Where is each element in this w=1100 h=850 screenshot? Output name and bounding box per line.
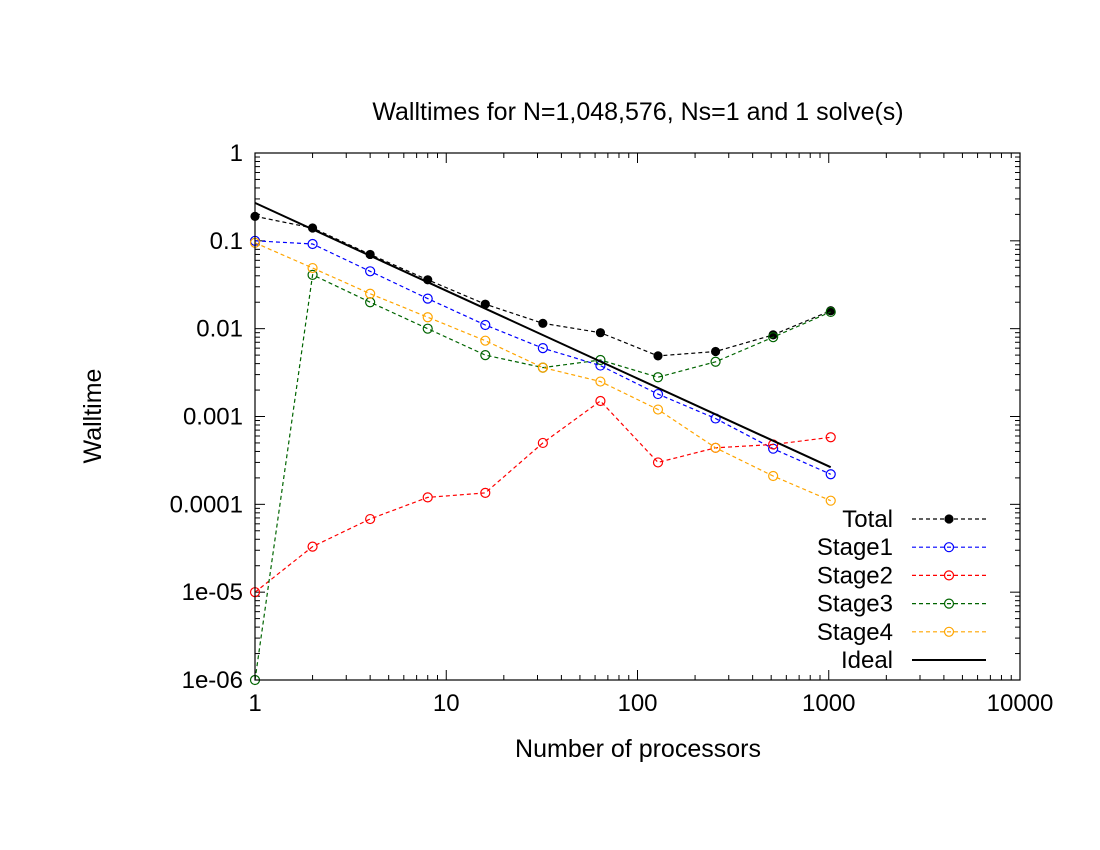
data-point-stage4 xyxy=(825,495,836,506)
data-point-stage4 xyxy=(652,404,664,415)
y-tick-label: 0.01 xyxy=(196,316,243,343)
x-tick-label: 1 xyxy=(248,690,261,717)
legend-item-stage3: Stage3 xyxy=(817,591,986,618)
data-point-stage4 xyxy=(710,442,721,453)
x-tick-label: 100 xyxy=(617,690,657,717)
data-point-stage4 xyxy=(307,262,318,274)
legend-item-stage1: Stage1 xyxy=(817,534,986,561)
y-tick-label: 0.001 xyxy=(183,404,243,431)
data-point-stage3 xyxy=(480,350,491,361)
legend-label: Total xyxy=(842,506,893,533)
axis-ticks: 1 10 100 1000 10000 1e-06 1e-05 0.0001 0.001 0.01… xyxy=(170,140,1054,717)
x-tick-label: 1000 xyxy=(802,690,855,717)
series-line-ideal xyxy=(254,201,832,469)
data-point-stage1 xyxy=(537,343,548,354)
data-point-stage1 xyxy=(825,469,836,480)
legend-label: Stage3 xyxy=(817,591,893,618)
data-point-stage1 xyxy=(652,388,664,400)
data-point-stage2 xyxy=(480,487,491,498)
y-tick-label: 1e-06 xyxy=(182,667,243,694)
series-ideal xyxy=(254,201,832,469)
plot-frame xyxy=(254,152,1021,681)
data-point-stage2 xyxy=(825,432,836,443)
data-point-total xyxy=(538,318,548,328)
x-tick-label: 10 xyxy=(433,690,460,717)
data-point-stage4 xyxy=(537,362,548,373)
legend-marker xyxy=(943,570,955,581)
data-point-total xyxy=(710,346,721,357)
legend-label: Stage2 xyxy=(817,562,893,589)
data-point-stage3 xyxy=(710,356,721,367)
legend-item-ideal: Ideal xyxy=(841,647,986,674)
series-line-stage2 xyxy=(254,400,831,593)
data-point-stage1 xyxy=(365,266,376,277)
legend-marker xyxy=(943,598,955,609)
legend-item-stage4: Stage4 xyxy=(817,619,986,646)
x-axis-label: Number of processors xyxy=(515,735,761,763)
legend-label: Stage1 xyxy=(817,534,893,561)
series-stage4 xyxy=(249,237,836,506)
series-total xyxy=(250,211,836,361)
data-point-stage1 xyxy=(480,319,491,331)
series-line-stage4 xyxy=(254,242,831,502)
legend-label: Stage4 xyxy=(817,619,893,646)
chart-title: Walltimes for N=1,048,576, Ns=1 and 1 so… xyxy=(372,98,903,126)
data-point-stage2 xyxy=(537,437,548,449)
data-point-stage3 xyxy=(422,323,433,334)
y-tick-label: 1e-05 xyxy=(182,579,243,606)
y-tick-label: 0.0001 xyxy=(170,491,243,518)
data-point-total xyxy=(595,328,606,338)
legend-marker xyxy=(944,514,954,524)
data-point-stage2 xyxy=(365,513,376,525)
legend-item-stage2: Stage2 xyxy=(817,562,986,589)
legend-marker xyxy=(943,626,955,637)
data-point-stage2 xyxy=(307,541,318,552)
y-tick-label: 1 xyxy=(230,140,243,167)
series-stage2 xyxy=(249,395,836,598)
data-point-stage3 xyxy=(825,306,836,318)
data-point-stage4 xyxy=(768,470,779,482)
data-point-total xyxy=(653,351,663,361)
data-point-stage2 xyxy=(422,492,433,503)
y-axis-label: Walltime xyxy=(79,369,107,464)
data-point-stage3 xyxy=(768,332,779,343)
legend-label: Ideal xyxy=(841,647,893,674)
series-line-stage3 xyxy=(254,273,831,681)
data-point-stage3 xyxy=(365,297,376,308)
data-point-stage3 xyxy=(307,269,318,280)
series-layer xyxy=(249,201,836,686)
legend-marker xyxy=(943,542,955,553)
series-stage3 xyxy=(249,269,836,686)
data-point-stage3 xyxy=(652,372,664,383)
data-point-stage1 xyxy=(422,293,433,304)
data-point-stage1 xyxy=(307,238,318,250)
series-stage1 xyxy=(249,235,836,480)
data-point-stage2 xyxy=(595,395,606,407)
y-tick-label: 0.1 xyxy=(210,228,243,255)
data-point-stage4 xyxy=(365,288,376,299)
x-tick-label: 10000 xyxy=(987,690,1054,717)
series-line-stage1 xyxy=(254,240,831,475)
legend-item-total: Total xyxy=(842,506,986,533)
data-point-stage4 xyxy=(595,376,606,387)
data-point-stage4 xyxy=(422,312,433,323)
data-point-stage2 xyxy=(652,457,664,468)
data-point-stage4 xyxy=(480,335,491,346)
